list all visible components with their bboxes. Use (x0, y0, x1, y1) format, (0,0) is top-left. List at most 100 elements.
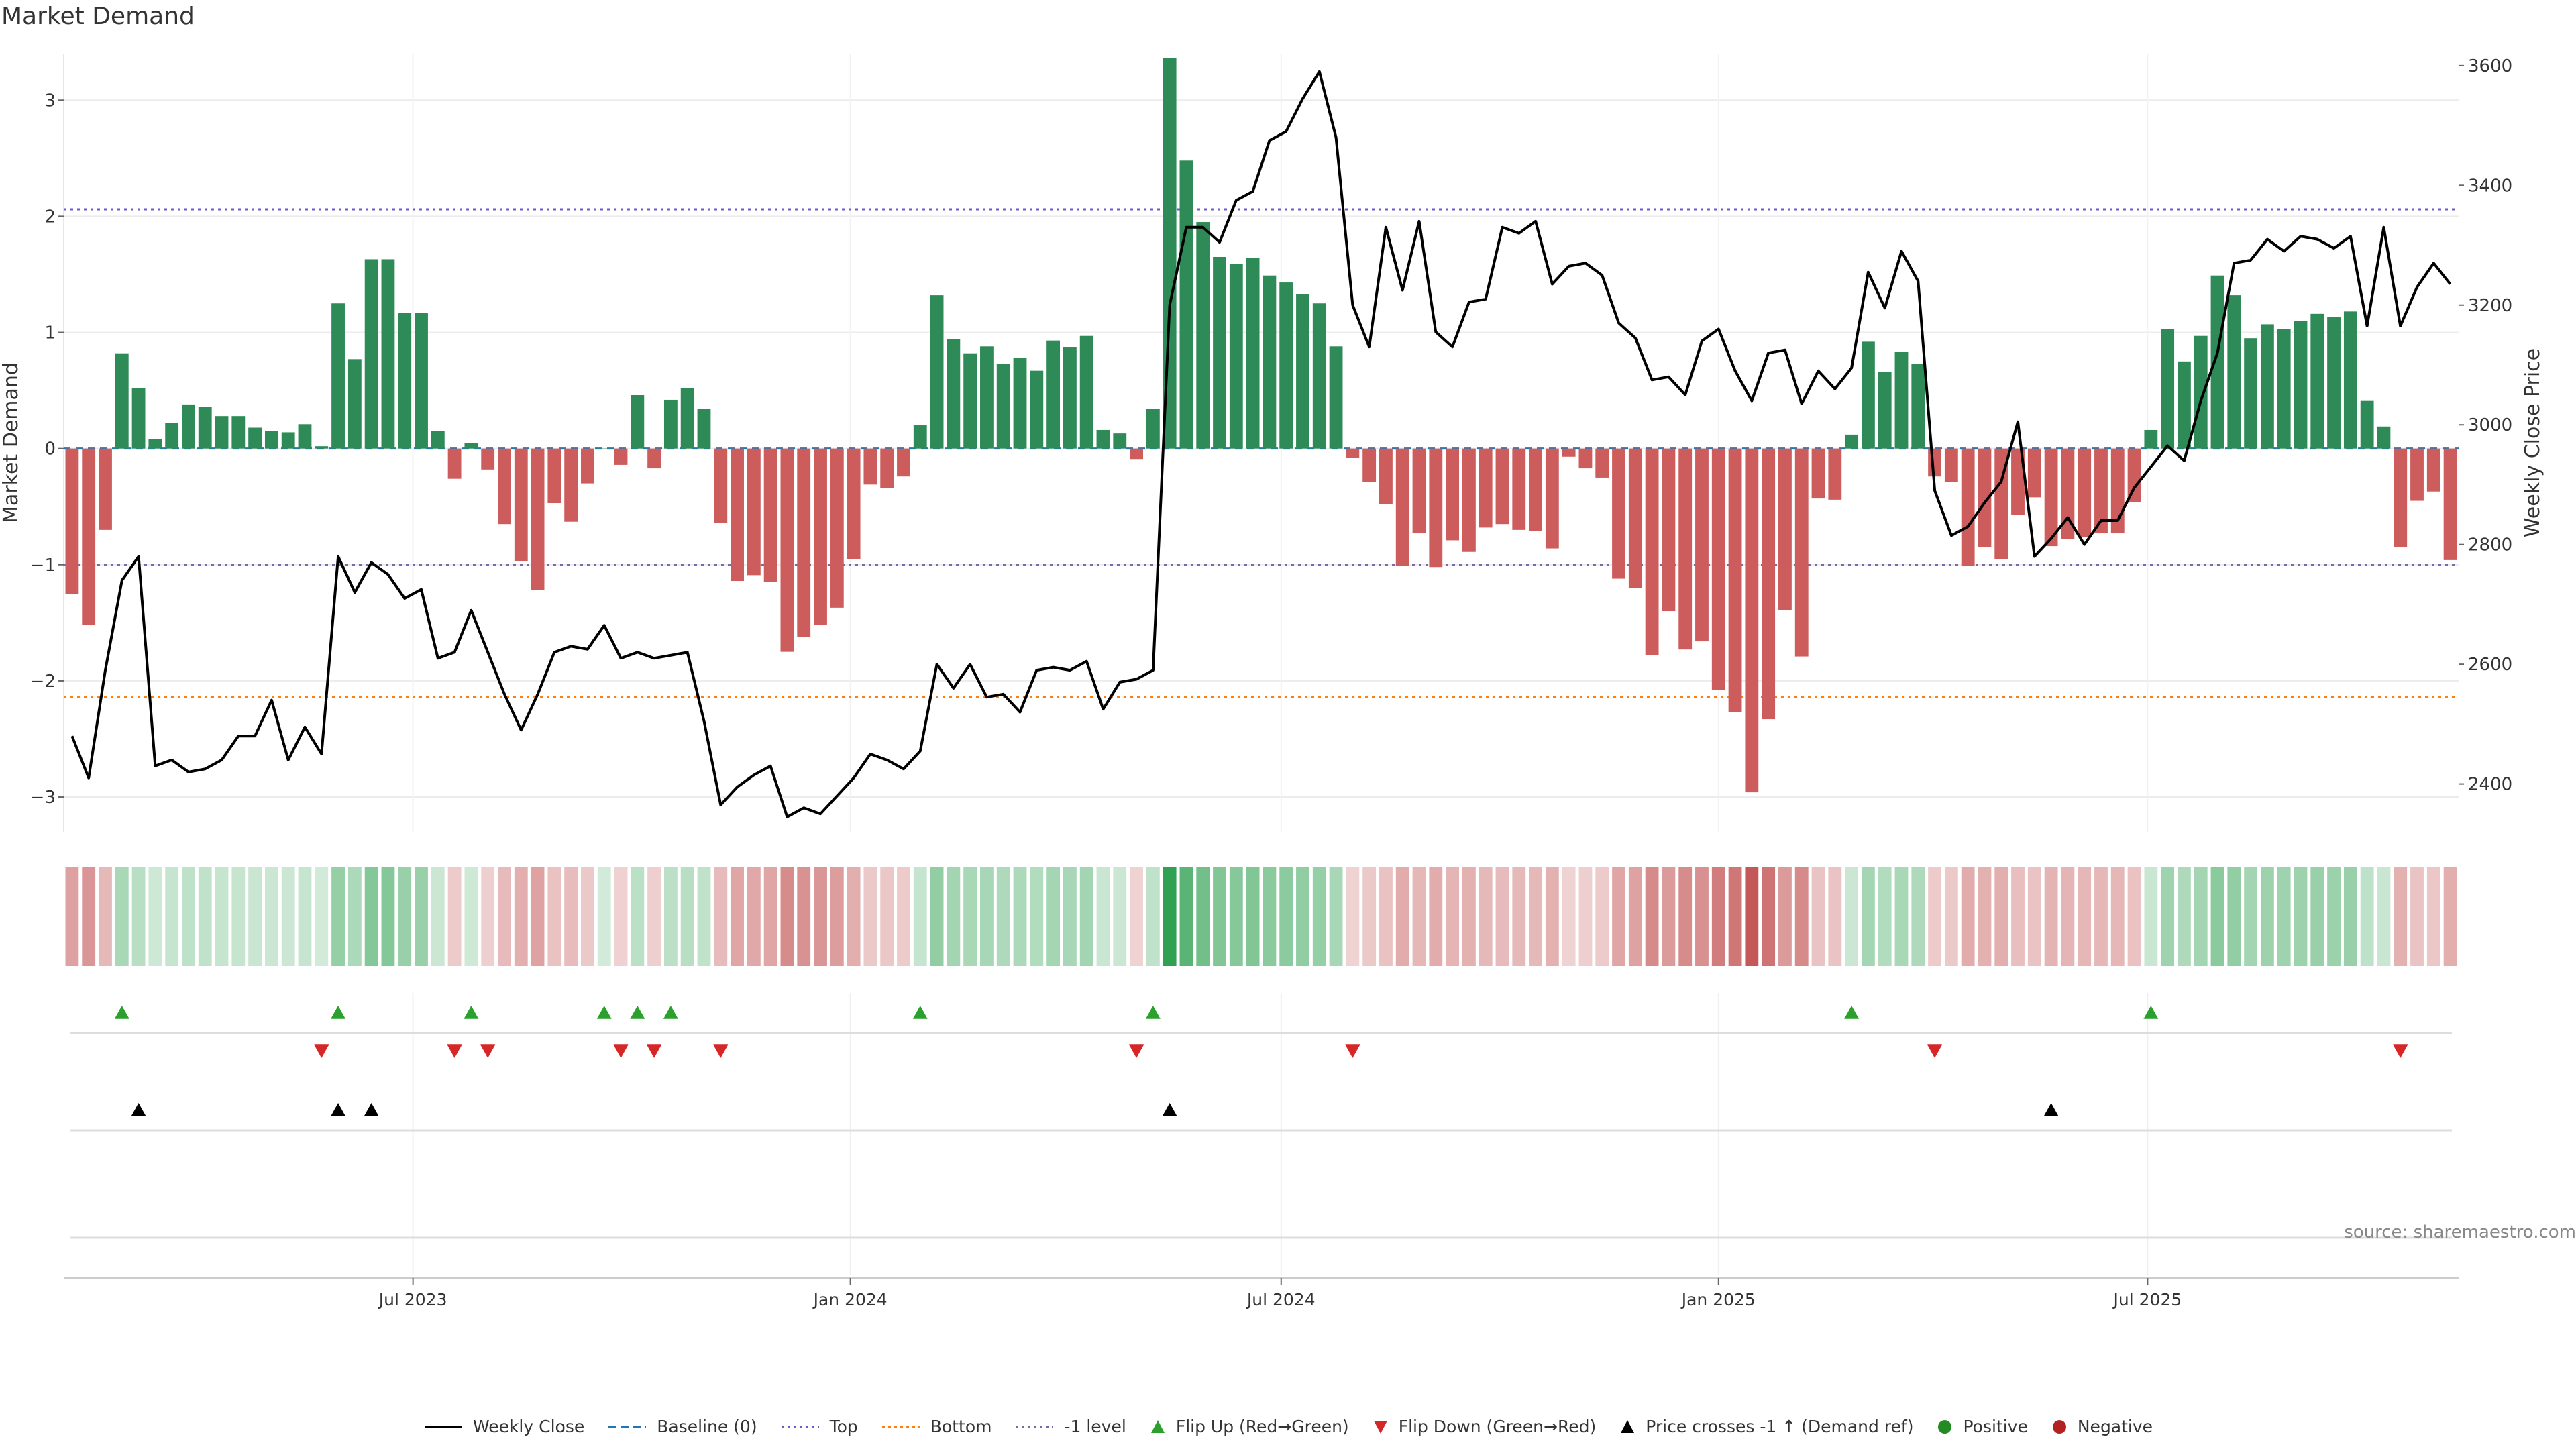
heat-cell (182, 867, 195, 966)
demand-bar (1479, 448, 1493, 528)
demand-bar (1878, 372, 1892, 449)
demand-bar (830, 448, 844, 608)
price-cross-marker (331, 1103, 346, 1116)
demand-bar (1296, 294, 1309, 449)
demand-bar (1246, 258, 1260, 449)
demand-bar (581, 448, 594, 484)
source-note: source: sharemaestro.com (2344, 1222, 2576, 1242)
demand-bar (415, 313, 428, 449)
demand-bar (2210, 275, 2224, 449)
demand-bar (1130, 448, 1143, 460)
demand-bar (2044, 448, 2058, 547)
heat-cell (1479, 867, 1493, 966)
demand-bar (1662, 448, 1676, 612)
legend-swatch (781, 1425, 819, 1428)
demand-bar (1096, 429, 1110, 449)
heat-cell (1545, 867, 1559, 966)
legend-swatch (1938, 1419, 1952, 1434)
heat-cell (1395, 867, 1409, 966)
heat-cell (264, 867, 278, 966)
heat-cell (1113, 867, 1127, 966)
heat-cell (1329, 867, 1343, 966)
demand-bar (1762, 448, 1776, 720)
legend-label: Top (829, 1417, 858, 1436)
x-axis: Jul 2023 Jan 2024 Jul 2024 Jan 2025 Jul 2025 (64, 1277, 2459, 1309)
price-cross-marker (131, 1103, 146, 1116)
heat-cell (780, 867, 794, 966)
demand-bar (547, 448, 561, 504)
flip-up-marker (2143, 1006, 2159, 1019)
heat-cell (1928, 867, 1941, 966)
legend-label: Price crosses -1 ↑ (Demand ref) (1646, 1417, 1914, 1436)
demand-bar (913, 425, 927, 449)
demand-bar (1113, 433, 1127, 449)
demand-bar (1911, 364, 1925, 449)
heat-cell (2244, 867, 2258, 966)
demand-bar (2178, 361, 2191, 449)
heat-cell (913, 867, 927, 966)
heat-cell (1046, 867, 1061, 966)
demand-bar (1196, 222, 1210, 449)
heat-cell (82, 867, 96, 966)
demand-bar (264, 431, 278, 449)
y-axis-title: Market Demand (0, 362, 23, 523)
demand-bar (331, 303, 345, 449)
heat-cell (2161, 867, 2175, 966)
demand-bar (814, 448, 827, 625)
heat-cell (614, 867, 628, 966)
heat-cell (2110, 867, 2125, 966)
flip-down-marker (713, 1044, 729, 1058)
heat-cell (1994, 867, 2008, 966)
heat-cell (1030, 867, 1044, 966)
demand-bar (231, 416, 246, 449)
demand-bar (2327, 317, 2341, 449)
y2-tick-label: 2600 (2468, 655, 2512, 675)
legend-swatch (881, 1425, 920, 1428)
legend-item: Bottom (881, 1417, 992, 1436)
heat-cell (1878, 867, 1892, 966)
heat-cell (531, 867, 545, 966)
heat-cell (165, 867, 179, 966)
demand-bar (647, 448, 661, 469)
heat-cell (1412, 867, 1426, 966)
heat-cell (763, 867, 777, 966)
heat-cell (581, 867, 594, 966)
heat-cell (2178, 867, 2191, 966)
flip-down-marker (1345, 1044, 1360, 1058)
heat-cell (2343, 867, 2357, 966)
demand-bar (1329, 346, 1343, 449)
flip-up-marker (1844, 1006, 1860, 1019)
demand-bar (1446, 448, 1460, 541)
demand-bar (1013, 358, 1027, 449)
heat-cell (2327, 867, 2341, 966)
flip-down-marker (480, 1044, 496, 1058)
flip-up-marker (114, 1006, 129, 1019)
demand-bar (996, 364, 1010, 449)
legend-swatch (1621, 1419, 1635, 1433)
demand-bar (847, 448, 861, 559)
heat-strip (65, 867, 2457, 966)
demand-bar (897, 448, 910, 477)
heat-cell (1379, 867, 1393, 966)
heat-cell (2310, 867, 2324, 966)
demand-bar (1229, 264, 1243, 449)
demand-bar (963, 353, 977, 449)
demand-bar (131, 388, 146, 449)
legend-label: Weekly Close (472, 1417, 585, 1436)
y2-tick-label: 2800 (2468, 535, 2512, 555)
demand-bar (315, 446, 329, 449)
price-line-layer (70, 70, 2452, 818)
heat-cell (415, 867, 428, 966)
demand-bar (1545, 448, 1559, 549)
legend-label: Bottom (930, 1417, 992, 1436)
y2-axis-title: Weekly Close Price (2521, 348, 2544, 537)
legend-item: -1 level (1014, 1417, 1126, 1436)
heat-cell (663, 867, 678, 966)
heat-cell (431, 867, 445, 966)
flip-up-marker (596, 1006, 612, 1019)
heat-cell (1911, 867, 1925, 966)
heat-cell (830, 867, 844, 966)
weekly-close-line (70, 70, 2452, 818)
demand-bar (531, 448, 545, 590)
legend-label: Flip Up (Red→Green) (1175, 1417, 1349, 1436)
